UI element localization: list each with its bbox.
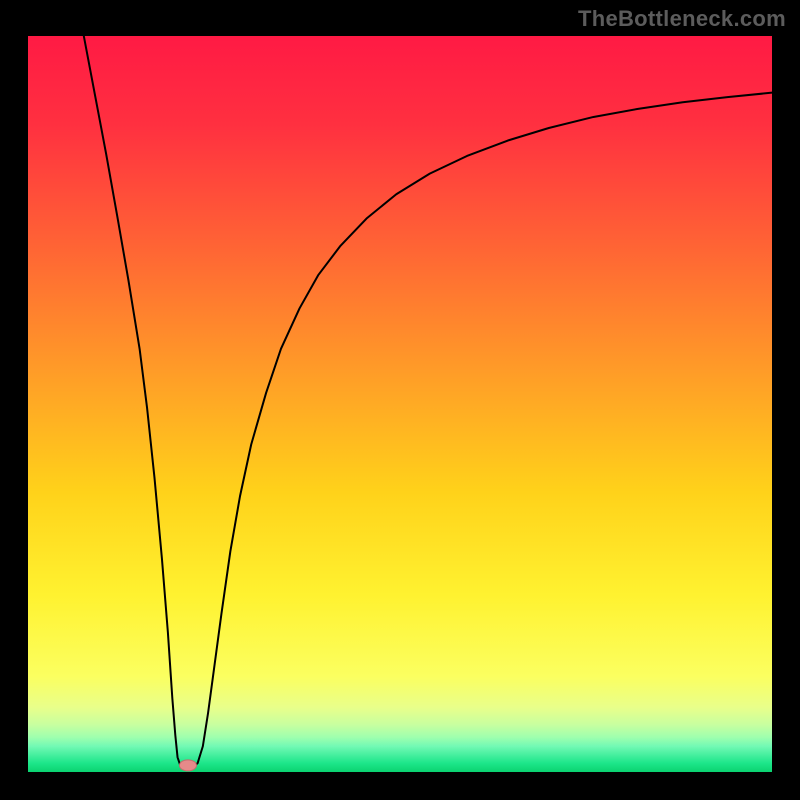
minimum-marker — [179, 760, 196, 771]
watermark-text: TheBottleneck.com — [578, 6, 786, 32]
plot-area — [28, 36, 772, 772]
chart-frame: TheBottleneck.com — [0, 0, 800, 800]
bottleneck-chart-svg — [28, 36, 772, 772]
gradient-background — [28, 36, 772, 772]
